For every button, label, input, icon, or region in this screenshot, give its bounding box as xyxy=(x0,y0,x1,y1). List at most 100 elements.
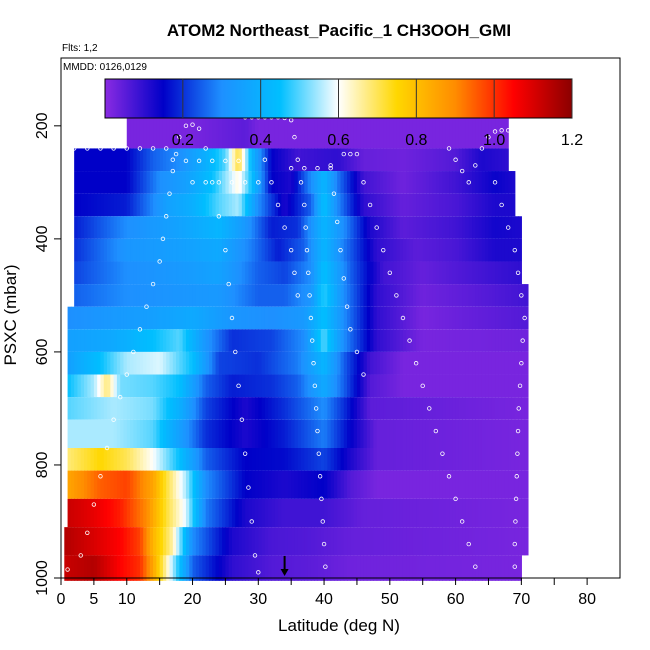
heatmap-cell xyxy=(169,114,174,149)
heatmap-cell xyxy=(491,306,496,330)
heatmap-cell xyxy=(107,306,111,330)
heatmap-cell xyxy=(389,448,394,471)
heatmap-cell xyxy=(307,306,312,330)
heatmap-cell xyxy=(284,193,289,217)
heatmap-cell xyxy=(508,329,513,352)
heatmap-cell xyxy=(245,216,250,239)
heatmap-cell xyxy=(386,527,391,556)
track-point xyxy=(499,202,504,208)
heatmap-cell xyxy=(97,284,102,307)
heatmap-cell xyxy=(278,284,282,307)
heatmap-cell xyxy=(248,498,253,528)
track-point xyxy=(440,451,445,456)
heatmap-cell xyxy=(465,216,470,239)
heatmap-cell xyxy=(340,306,345,330)
track-point xyxy=(233,349,238,355)
heatmap-cell xyxy=(458,216,463,239)
heatmap-cell xyxy=(84,555,88,581)
heatmap-cell xyxy=(363,419,368,448)
heatmap-cell xyxy=(402,114,407,149)
heatmap-cell xyxy=(393,238,397,262)
heatmap-cell xyxy=(363,470,368,499)
track-point xyxy=(473,564,478,569)
heatmap-cell xyxy=(126,329,131,352)
y-tick-label: 600 xyxy=(34,338,51,365)
heatmap-cell xyxy=(462,114,467,149)
heatmap-cell xyxy=(406,261,411,285)
heatmap-cell xyxy=(208,284,213,307)
heatmap-cell xyxy=(120,397,125,420)
heatmap-cell xyxy=(212,470,217,499)
heatmap-cell xyxy=(120,148,125,172)
heatmap-cell xyxy=(235,470,240,499)
heatmap-cell xyxy=(455,470,460,499)
heatmap-cell xyxy=(212,351,217,375)
heatmap-cell xyxy=(508,419,513,448)
heatmap-cell xyxy=(120,470,125,499)
x-tick-label: 0 xyxy=(57,591,66,608)
heatmap-cell xyxy=(228,374,233,398)
heatmap-cell xyxy=(149,397,154,420)
heatmap-cell xyxy=(370,470,374,499)
heatmap-cell xyxy=(465,555,470,581)
heatmap-cell xyxy=(139,329,144,352)
heatmap-cell xyxy=(478,397,483,420)
heatmap-cell xyxy=(241,555,246,581)
heatmap-cell xyxy=(402,216,407,239)
heatmap-cell xyxy=(77,527,82,556)
heatmap-cell xyxy=(139,555,144,581)
heatmap-cell xyxy=(504,351,509,375)
heatmap-cell xyxy=(343,261,348,285)
heatmap-cell xyxy=(189,527,194,556)
heatmap-cell xyxy=(215,148,220,172)
track-point xyxy=(316,451,321,456)
heatmap-cell xyxy=(268,555,273,581)
heatmap-cell xyxy=(172,216,177,239)
heatmap-cell xyxy=(162,114,167,149)
heatmap-cell xyxy=(291,329,296,352)
heatmap-cell xyxy=(350,397,355,420)
heatmap-cell xyxy=(508,448,513,471)
heatmap-cell xyxy=(468,306,473,330)
heatmap-cell xyxy=(74,351,79,375)
heatmap-band xyxy=(67,397,529,420)
heatmap-cell xyxy=(202,419,207,448)
heatmap-cell xyxy=(166,397,171,420)
heatmap-cell xyxy=(297,216,302,239)
heatmap-cell xyxy=(261,329,266,352)
heatmap-cell xyxy=(294,171,299,194)
heatmap-cell xyxy=(133,284,138,307)
heatmap-cell xyxy=(143,171,148,194)
heatmap-cell xyxy=(383,171,388,194)
heatmap-cell xyxy=(169,351,174,375)
heatmap-cell xyxy=(182,419,187,448)
heatmap-cell xyxy=(231,555,236,581)
heatmap-cell xyxy=(481,374,486,398)
heatmap-cell xyxy=(432,114,437,149)
track-point xyxy=(137,327,143,332)
heatmap-cell xyxy=(343,238,348,262)
heatmap-cell xyxy=(172,555,177,581)
heatmap-cell xyxy=(123,374,128,398)
track-point xyxy=(216,180,222,185)
heatmap-cell xyxy=(389,193,394,217)
heatmap-cell xyxy=(74,555,79,581)
heatmap-band xyxy=(67,419,529,448)
heatmap-cell xyxy=(511,261,516,285)
heatmap-cell xyxy=(330,448,335,471)
heatmap-cell xyxy=(116,498,121,528)
heatmap-cell xyxy=(396,351,401,375)
heatmap-cell xyxy=(116,351,121,375)
heatmap-cell xyxy=(241,448,246,471)
track-point xyxy=(319,496,324,502)
heatmap-cell xyxy=(136,448,141,471)
heatmap-cell xyxy=(297,498,302,528)
heatmap-cell xyxy=(425,351,430,375)
heatmap-cell xyxy=(425,419,430,448)
plot-frame xyxy=(60,57,621,579)
heatmap-cell xyxy=(90,193,95,217)
heatmap-cell xyxy=(370,397,374,420)
heatmap-cell xyxy=(442,470,447,499)
heatmap-cell xyxy=(70,397,75,420)
heatmap-cell xyxy=(126,351,131,375)
